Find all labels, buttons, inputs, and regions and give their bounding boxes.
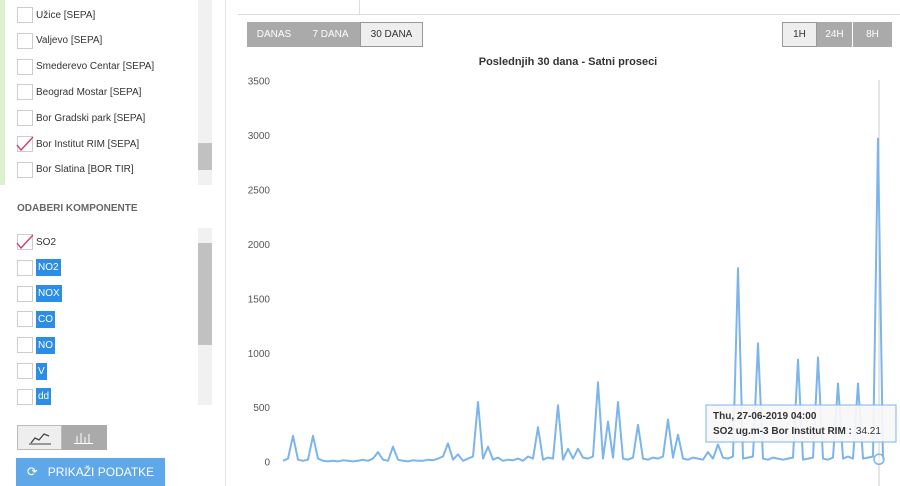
list-row[interactable]: SO2	[16, 232, 57, 252]
row-label: CO	[36, 310, 55, 328]
checkbox[interactable]	[17, 285, 33, 302]
data-line	[282, 137, 884, 463]
list-row[interactable]: NO	[17, 335, 55, 355]
row-label: NO2	[36, 259, 61, 277]
chart-title: Poslednjih 30 dana - Satni proseci	[479, 56, 658, 68]
toggle-button[interactable]: 30 DANA	[360, 22, 423, 47]
row-label: Užice [SEPA]	[36, 9, 96, 21]
toggle-button[interactable]: 7 DANA	[301, 22, 360, 47]
tooltip-value: 34.21	[856, 426, 881, 437]
icon	[29, 433, 51, 445]
show-data-button[interactable]: ⟳ PRIKAŽI PODATKE	[16, 458, 165, 486]
list-row[interactable]: Beograd Mostar [SEPA]	[17, 82, 141, 102]
divider	[225, 0, 226, 486]
checkbox[interactable]	[17, 7, 33, 23]
y-tick-label: 2000	[248, 240, 271, 251]
row-label: NOX	[36, 285, 62, 303]
y-tick-label: 1000	[248, 349, 271, 360]
checkbox[interactable]	[17, 311, 33, 328]
scrollbar[interactable]	[198, 0, 212, 185]
list-row[interactable]: NOX	[17, 284, 62, 304]
row-label: NO	[36, 336, 55, 354]
toggle-button[interactable]: 24H	[817, 22, 852, 47]
row-label: Valjevo [SEPA]	[36, 35, 103, 47]
y-tick-label: 1500	[248, 294, 271, 305]
checkbox[interactable]	[17, 388, 33, 405]
tooltip-series-name: SO2 ug.m-3 Bor Institut RIM :	[713, 426, 852, 437]
list-row[interactable]: Bor Slatina [BOR TIR]	[17, 160, 134, 180]
list-row[interactable]: Smederevo Centar [SEPA]	[17, 57, 154, 77]
list-row[interactable]: CO	[17, 309, 55, 329]
icon	[74, 433, 93, 444]
row-label: Bor Slatina [BOR TIR]	[36, 164, 134, 176]
toggle-button[interactable]: 1H	[782, 22, 817, 47]
list-row[interactable]: NO2	[17, 258, 61, 278]
checkbox[interactable]	[17, 161, 33, 178]
scroll-thumb[interactable]	[198, 243, 212, 345]
refresh-icon: ⟳	[26, 464, 38, 479]
checkbox[interactable]	[17, 84, 33, 101]
list-row[interactable]: Bor Gradski park [SEPA]	[17, 108, 145, 128]
checkbox[interactable]	[17, 337, 33, 354]
list-row[interactable]: Užice [SEPA]	[17, 5, 95, 25]
row-label: SO2	[36, 236, 57, 248]
y-tick-label: 3000	[248, 131, 271, 142]
line-chart-toggle[interactable]	[17, 425, 62, 450]
tooltip-series: SO2 ug.m-3 Bor Institut RIM : 34.21	[713, 426, 881, 437]
list-row[interactable]: dd	[17, 387, 52, 407]
bar-chart-toggle[interactable]	[62, 425, 107, 450]
row-label: dd	[36, 388, 52, 406]
row-label: Smederevo Centar [SEPA]	[36, 61, 155, 73]
y-tick-label: 3500	[248, 77, 271, 88]
toggle-button[interactable]: 8H	[853, 22, 892, 47]
list-row[interactable]: Bor Institut RIM [SEPA]	[16, 134, 140, 154]
scroll-thumb[interactable]	[198, 143, 212, 170]
list-row[interactable]: Valjevo [SEPA]	[17, 31, 102, 51]
checkbox[interactable]	[17, 363, 33, 379]
row-label: Bor Gradski park [SEPA]	[36, 112, 146, 124]
checkmark	[16, 234, 34, 249]
row-label: Bor Institut RIM [SEPA]	[36, 138, 140, 150]
row-label: Beograd Mostar [SEPA]	[36, 86, 142, 98]
tooltip-box	[705, 404, 897, 443]
stripe	[0, 0, 5, 185]
hover-marker	[873, 453, 885, 466]
y-tick-label: 0	[264, 458, 270, 469]
checkbox[interactable]	[17, 110, 33, 127]
y-tick-label: 500	[253, 403, 270, 414]
checkbox[interactable]	[16, 136, 34, 152]
checkbox[interactable]	[16, 234, 34, 250]
tooltip-date: Thu, 27-06-2019 04:00	[713, 411, 817, 422]
checkmark	[16, 136, 34, 151]
section-heading: ODABERI KOMPONENTE	[17, 203, 138, 214]
y-tick-label: 2500	[248, 185, 271, 196]
tab-bar	[238, 0, 900, 15]
row-label: V	[36, 362, 47, 380]
scrollbar[interactable]	[198, 228, 212, 405]
list-row[interactable]: V	[17, 361, 47, 381]
button-label: PRIKAŽI PODATKE	[47, 465, 155, 479]
checkbox[interactable]	[17, 259, 33, 276]
checkbox[interactable]	[17, 32, 33, 49]
checkbox[interactable]	[17, 58, 33, 75]
toggle-button[interactable]: DANAS	[247, 22, 301, 47]
tab-sep	[359, 0, 360, 14]
